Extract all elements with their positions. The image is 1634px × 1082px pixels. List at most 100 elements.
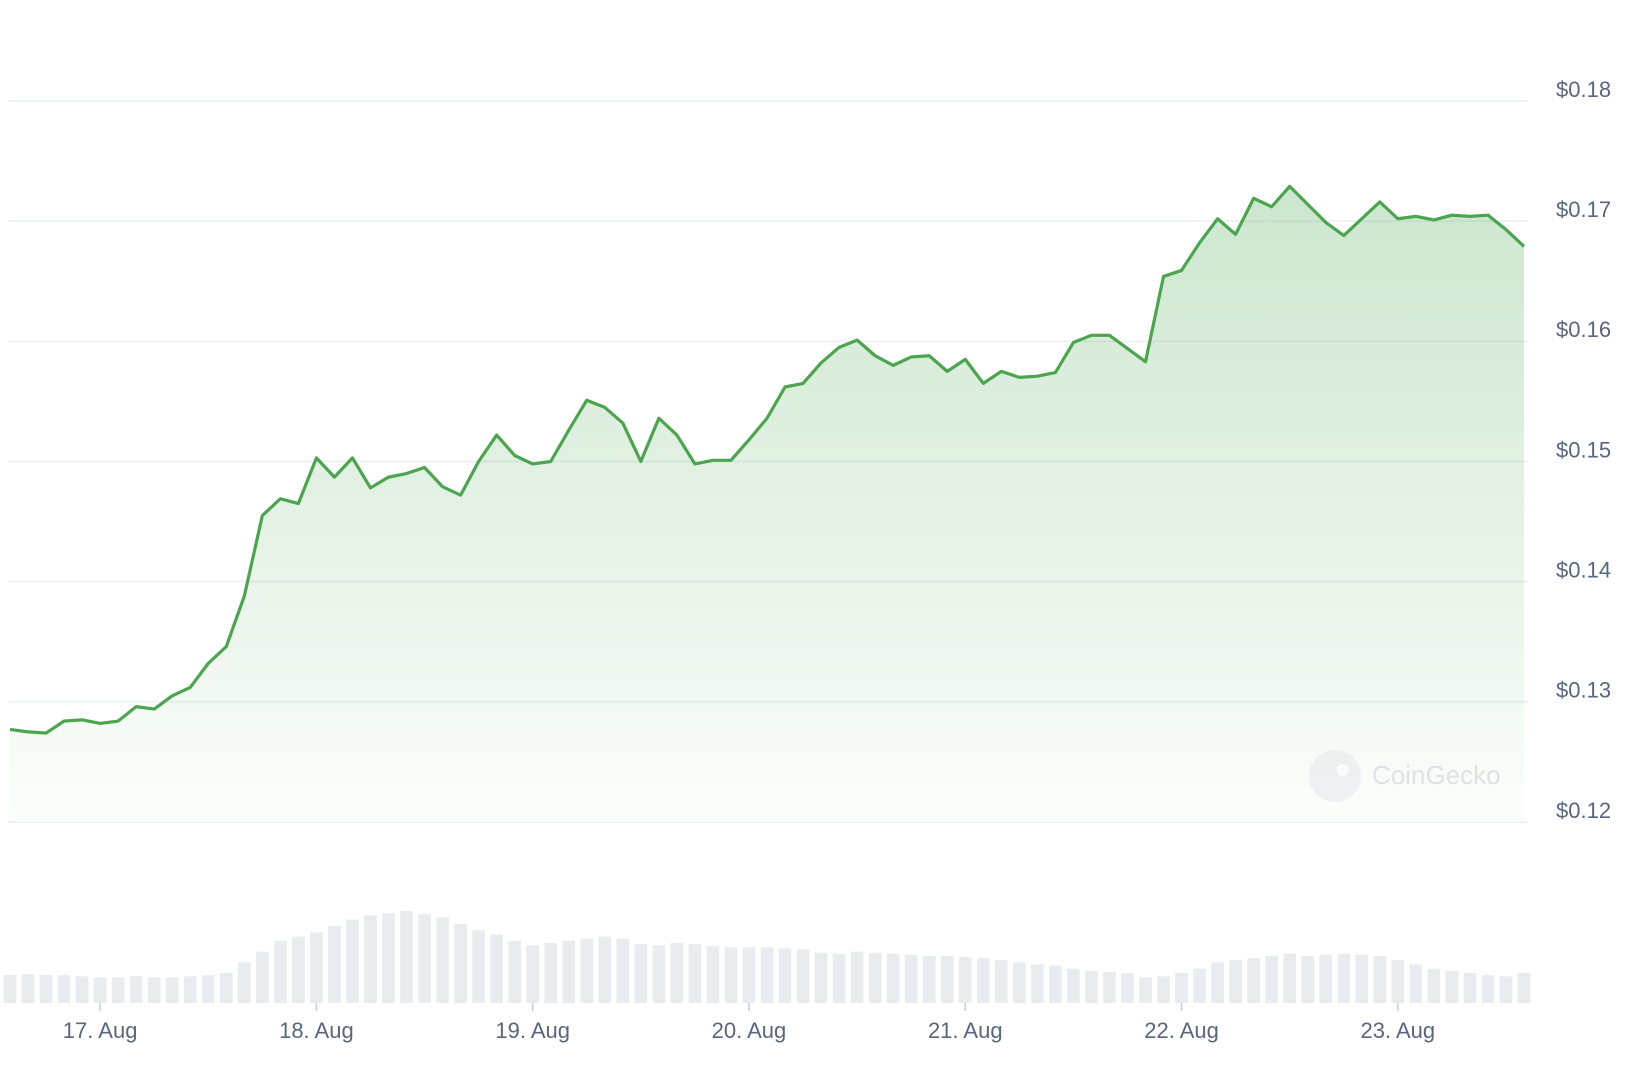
volume-bar [922, 955, 936, 1003]
x-tick-label: 23. Aug [1361, 1018, 1436, 1043]
volume-bar [21, 974, 35, 1003]
volume-bar [616, 938, 630, 1003]
volume-bar [1517, 973, 1531, 1003]
volume-bar [670, 943, 684, 1003]
x-tick-label: 17. Aug [63, 1018, 138, 1043]
volume-bar [850, 951, 864, 1003]
volume-bar [1463, 973, 1477, 1003]
volume-bar [1175, 973, 1188, 1003]
volume-bar [598, 936, 612, 1003]
volume-bar [1427, 968, 1441, 1003]
volume-bar [1409, 964, 1423, 1003]
volume-bar [580, 938, 594, 1003]
volume-bar [1067, 968, 1080, 1003]
volume-bar [995, 960, 1008, 1003]
volume-bar [436, 917, 449, 1003]
volume-bar [1211, 962, 1224, 1003]
volume-bar [940, 955, 954, 1003]
volume-bar [346, 919, 359, 1003]
volume-bar [1157, 976, 1170, 1003]
volume-bar [39, 975, 53, 1003]
price-area [10, 186, 1524, 822]
volume-bar [976, 958, 990, 1003]
volume-bar [1049, 965, 1062, 1003]
watermark-text: CoinGecko [1372, 760, 1501, 790]
volume-bar [274, 940, 287, 1003]
volume-bar [418, 914, 431, 1003]
volume-bar [760, 947, 774, 1003]
y-tick-label: $0.12 [1556, 798, 1611, 823]
volume-bar [1355, 954, 1369, 1003]
x-tick-label: 19. Aug [495, 1018, 570, 1043]
x-tick-label: 22. Aug [1144, 1018, 1219, 1043]
y-tick-label: $0.13 [1556, 678, 1611, 703]
volume-bar [256, 951, 269, 1003]
volume-bar [1013, 962, 1026, 1003]
volume-bar [238, 962, 251, 1003]
watermark: CoinGecko [1309, 750, 1501, 802]
volume-bar [57, 975, 71, 1003]
volume-bar [904, 954, 918, 1003]
volume-bar [814, 952, 828, 1003]
x-tick-label: 20. Aug [712, 1018, 787, 1043]
volume-bar [1499, 976, 1513, 1003]
volume-bar [183, 976, 197, 1003]
volume-bar [472, 930, 485, 1003]
volume-bar [201, 975, 215, 1003]
volume-bar [1031, 964, 1044, 1003]
volume-bar [364, 915, 377, 1003]
volume-bar [688, 944, 702, 1003]
volume-bar [652, 945, 666, 1003]
y-tick-label: $0.18 [1556, 77, 1611, 102]
volume-bar [310, 932, 323, 1003]
volume-bar [1193, 968, 1206, 1003]
volume-bar [832, 953, 846, 1003]
volume-bar [3, 975, 17, 1003]
volume-bar [544, 943, 558, 1003]
volume-bar [75, 976, 89, 1003]
y-tick-label: $0.16 [1556, 317, 1611, 342]
volume-bar [1265, 955, 1278, 1003]
volume-bar [1337, 953, 1351, 1003]
volume-bar [111, 977, 125, 1003]
volume-bar [328, 925, 341, 1003]
volume-bar [508, 940, 521, 1003]
volume-bar [1373, 955, 1387, 1003]
volume-bar [454, 923, 467, 1003]
y-tick-label: $0.15 [1556, 437, 1611, 462]
volume-bar [382, 913, 395, 1003]
volume-bar [526, 945, 539, 1003]
volume-bar [1301, 955, 1315, 1003]
volume-bar [1229, 960, 1242, 1003]
volume-bar [219, 973, 233, 1003]
volume-bar [958, 957, 972, 1003]
volume-bar [706, 946, 720, 1003]
volume-bar [1283, 953, 1296, 1003]
volume-bar [147, 977, 161, 1003]
volume-bar [886, 953, 900, 1003]
volume-bar [165, 977, 179, 1003]
volume-bar [1481, 975, 1495, 1003]
volume-bar [868, 952, 882, 1003]
volume-bar [796, 949, 810, 1003]
volume-bar [1445, 970, 1459, 1003]
volume-bar [742, 947, 756, 1003]
volume-bar [1139, 977, 1152, 1003]
volume-bar [1085, 970, 1098, 1003]
volume-bar [1247, 958, 1260, 1003]
volume-bar [490, 934, 503, 1003]
volume-bar [1121, 973, 1134, 1003]
volume-bar [562, 940, 576, 1003]
x-tick-label: 18. Aug [279, 1018, 354, 1043]
volume-bar [1319, 954, 1333, 1003]
y-tick-label: $0.17 [1556, 197, 1611, 222]
volume-bar [724, 947, 738, 1003]
volume-bar [1103, 971, 1116, 1003]
volume-bar [634, 944, 648, 1003]
volume-bar [93, 977, 107, 1003]
price-line [9, 184, 1526, 735]
volume-bar [1391, 960, 1405, 1003]
volume-bar [292, 936, 305, 1003]
